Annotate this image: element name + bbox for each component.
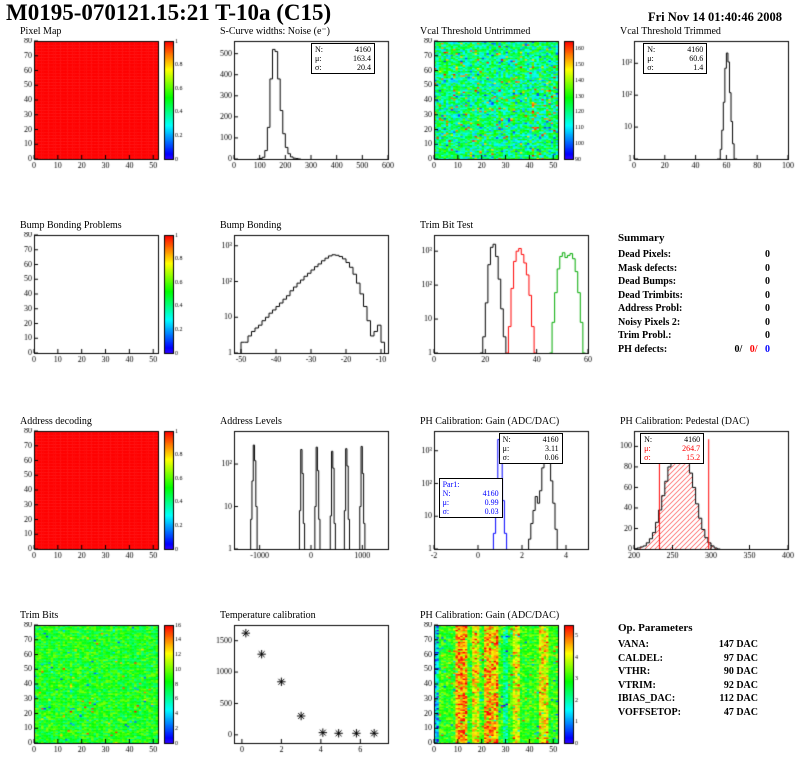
param-row: VTRIM: 92 DAC [618,679,758,691]
ph-gain-map-canvas [406,622,596,758]
panel-ph-gain: PH Calibration: Gain (ADC/DAC) N: 4160 μ: 3… [406,416,600,604]
param-row: Noisy Pixels 2: 0 [618,316,770,328]
address-levels-canvas [206,428,396,564]
panel-vcal-untrimmed: Vcal Threshold Untrimmed [406,26,600,214]
param-row: CALDEL: 97 DAC [618,652,758,664]
panel-title: PH Calibration: Pedestal (DAC) [620,416,750,427]
panel-title: Trim Bits [20,610,59,621]
param-row: VANA: 147 DAC [618,639,758,650]
panel-op-parameters: Op. Parameters VANA: 147 DAC CALDEL: 97 DAC… [606,610,796,772]
summary-title: Summary [618,232,665,244]
vcal-untrimmed-canvas [406,38,596,174]
param-row: Dead Bumps: 0 [618,276,770,287]
stats-box: Par1: N: 4160 μ: 0.99 σ: 0.03 [438,478,503,519]
ph-defects-label: PH defects: [618,343,668,355]
panel-title: Vcal Threshold Trimmed [620,26,721,37]
address-decoding-canvas [6,428,196,564]
panel-trim-bits: Trim Bits [6,610,200,772]
panel-ph-pedestal: PH Calibration: Pedestal (DAC) N: 4160 μ: 2… [606,416,796,604]
op-parameters-rows: VANA: 147 DAC CALDEL: 97 DAC VTHR: 90 DAC VTRI… [618,638,796,719]
panel-title: Temperature calibration [220,610,316,621]
panel-bump-bonding: Bump Bonding [206,220,400,408]
param-row: Dead Trimbits: 0 [618,289,770,301]
ph-defects-value-3: 0 [765,343,770,355]
stats-box: N: 4160 μ: 60.6 σ: 1.4 [643,43,708,75]
panel-vcal-trimmed: Vcal Threshold Trimmed N: 4160 μ: 60.6 σ: 1.4 [606,26,796,214]
panel-title: Vcal Threshold Untrimmed [420,26,531,37]
param-row: Dead Pixels: 0 [618,249,770,260]
stats-box: N: 4160 μ: 3.11 σ: 0.06 [498,433,563,465]
trim-bit-test-canvas [406,232,596,368]
panel-bump-bonding-problems: Bump Bonding Problems [6,220,200,408]
ph-defects-row: PH defects: 0/ 0/ 0 [618,343,770,357]
pixel-map-canvas [6,38,196,174]
panel-title: PH Calibration: Gain (ADC/DAC) [420,416,560,427]
panel-address-levels: Address Levels [206,416,400,604]
panel-title: S-Curve widths: Noise (e⁻) [220,26,330,37]
panel-summary: Summary Dead Pixels: 0 Mask defects: 0 Dead … [606,220,796,408]
stats-box: N: 4160 μ: 163.4 σ: 20.4 [311,43,375,75]
panel-title: Trim Bit Test [420,220,474,231]
summary-rows: Dead Pixels: 0 Mask defects: 0 Dead Bumps: 0 D… [618,248,796,343]
panel-address-decoding: Address decoding [6,416,200,604]
panel-trim-bit-test: Trim Bit Test [406,220,600,408]
panel-pixel-map: Pixel Map [6,26,200,214]
param-row: VOFFSETOP: 47 DAC [618,706,758,718]
param-row: IBIAS_DAC: 112 DAC [618,693,758,704]
page-title: M0195-070121.15:21 T-10a (C15) [6,0,332,25]
ph-defects-value-1: 0/ [734,343,743,355]
panel-title: Pixel Map [20,26,62,37]
ph-defects-value-2: 0/ [749,343,758,355]
op-parameters-title: Op. Parameters [618,622,693,634]
bump-bonding-problems-canvas [6,232,196,368]
panel-title: PH Calibration: Gain (ADC/DAC) [420,610,560,621]
temperature-calibration-canvas [206,622,396,758]
trim-bits-canvas [6,622,196,758]
panel-title: Address decoding [20,416,92,427]
panel-ph-gain-map: PH Calibration: Gain (ADC/DAC) [406,610,600,772]
stats-box: N: 4160 μ: 264.7 σ: 15.2 [640,433,705,465]
panel-title: Address Levels [220,416,282,427]
param-row: Trim Probl.: 0 [618,330,770,341]
param-row: Mask defects: 0 [618,262,770,274]
param-row: VTHR: 90 DAC [618,666,758,677]
param-row: Address Probl: 0 [618,303,770,314]
panel-title: Bump Bonding Problems [20,220,122,231]
panel-title: Bump Bonding [220,220,282,231]
panel-scurve-noise: S-Curve widths: Noise (e⁻) N: 4160 μ: 163.4… [206,26,400,214]
timestamp: Fri Nov 14 01:40:46 2008 [647,10,782,24]
panel-temperature-calibration: Temperature calibration [206,610,400,772]
bump-bonding-canvas [206,232,396,368]
